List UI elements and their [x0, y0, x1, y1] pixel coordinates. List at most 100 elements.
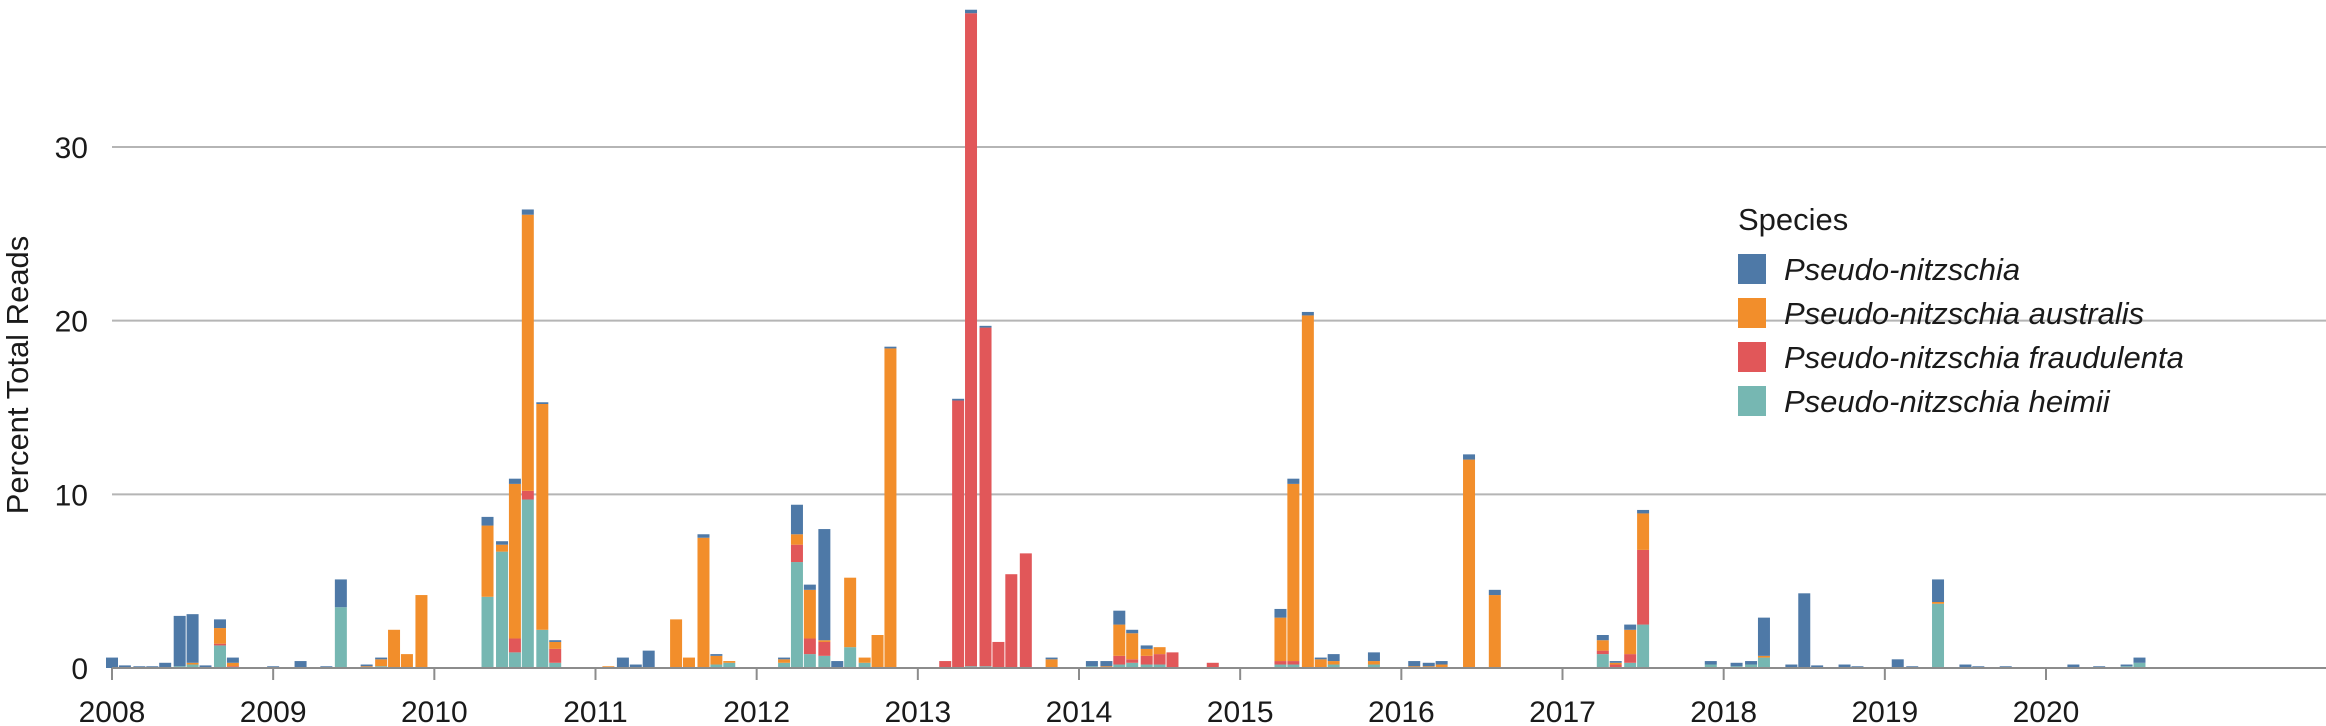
- bar-stack: [992, 641, 1005, 668]
- bar-stack: [778, 657, 791, 668]
- bar-segment-fraudulenta: [790, 544, 803, 563]
- x-tick-label: 2016: [1368, 696, 1435, 726]
- bar-segment-heimii: [1745, 664, 1758, 668]
- bar-segment-australis: [1488, 595, 1501, 668]
- bar-segment-fraudulenta: [1113, 655, 1126, 665]
- bars: [106, 9, 2146, 669]
- x-tick-label: 2014: [1046, 696, 1113, 726]
- bar-segment-pn: [1891, 659, 1904, 668]
- bar-segment-heimii: [1140, 664, 1153, 668]
- bar-segment-pn: [1811, 665, 1824, 668]
- bar-segment-pn: [2067, 664, 2080, 668]
- bar-segment-australis: [1274, 617, 1287, 662]
- bar-segment-australis: [697, 537, 710, 668]
- y-axis-title: Percent Total Reads: [0, 236, 35, 515]
- bar-segment-heimii: [1153, 664, 1166, 668]
- bar-stack: [375, 657, 388, 668]
- legend: Species Pseudo-nitzschiaPseudo-nitzschia…: [1738, 202, 2184, 419]
- x-tick-label: 2015: [1207, 696, 1274, 726]
- bar-stack: [1704, 661, 1717, 668]
- legend-title: Species: [1738, 202, 1848, 237]
- bar-segment-pn: [642, 650, 655, 668]
- bar-segment-australis: [1140, 648, 1153, 656]
- bar-stack: [1274, 608, 1287, 668]
- bar-segment-pn: [1274, 608, 1287, 618]
- bar-segment-pn: [884, 346, 897, 349]
- legend-swatch: [1738, 298, 1766, 328]
- bar-segment-pn: [1785, 664, 1798, 668]
- bar-stack: [952, 398, 965, 668]
- bar-segment-heimii: [1126, 662, 1139, 668]
- bar-stack: [1166, 652, 1179, 668]
- bar-segment-pn: [697, 534, 710, 538]
- bar-segment-heimii: [778, 662, 791, 668]
- bar-segment-australis: [400, 654, 413, 668]
- bar-segment-pn: [2133, 657, 2146, 663]
- bar-stack: [1932, 579, 1945, 668]
- bar-segment-fraudulenta: [1206, 662, 1219, 668]
- bar-segment-australis: [1435, 664, 1448, 668]
- bar-segment-pn: [1730, 662, 1743, 667]
- bar-segment-australis: [1301, 315, 1314, 668]
- bar-segment-heimii: [1327, 664, 1340, 668]
- bar-segment-australis: [226, 662, 239, 667]
- bar-segment-pn: [1704, 661, 1717, 665]
- bar-segment-pn: [979, 325, 992, 328]
- bar-stack: [1488, 589, 1501, 668]
- bar-stack: [979, 325, 992, 668]
- bar-segment-pn: [508, 478, 521, 484]
- bar-stack: [173, 615, 186, 668]
- bar-segment-australis: [375, 659, 388, 667]
- bar-stack: [1891, 659, 1904, 668]
- bar-segment-pn: [1624, 624, 1637, 630]
- bar-segment-fraudulenta: [1153, 654, 1166, 665]
- bar-segment-pn: [549, 640, 562, 642]
- bar-segment-pn: [496, 541, 509, 545]
- bar-stack: [2067, 664, 2080, 668]
- bar-segment-heimii: [1113, 664, 1126, 668]
- x-tick-label: 2011: [563, 696, 628, 726]
- bar-segment-fraudulenta: [803, 638, 816, 655]
- bar-segment-australis: [213, 628, 226, 644]
- bar-stack: [965, 9, 978, 668]
- bar-segment-pn: [1959, 664, 1972, 668]
- bar-segment-australis: [1126, 633, 1139, 660]
- bar-stack: [697, 534, 710, 668]
- bar-segment-heimii: [858, 662, 871, 668]
- bar-segment-pn: [226, 657, 239, 663]
- bar-segment-pn: [1140, 645, 1153, 649]
- bar-segment-pn: [1287, 478, 1300, 484]
- bar-segment-pn: [1637, 509, 1650, 514]
- bar-segment-heimii: [536, 629, 549, 668]
- y-axis: 0 10 20 30: [55, 132, 88, 686]
- bar-stack: [1140, 645, 1153, 668]
- bar-stack: [388, 629, 401, 668]
- bar-segment-pn: [481, 516, 494, 526]
- bar-stack: [1126, 629, 1139, 668]
- bar-stack: [710, 654, 723, 668]
- bar-segment-fraudulenta: [1637, 549, 1650, 625]
- bar-segment-pn: [1045, 657, 1058, 660]
- bar-stack: [496, 541, 509, 668]
- bar-stack: [1785, 664, 1798, 668]
- bar-segment-australis: [670, 619, 683, 668]
- bar-stack: [723, 661, 736, 668]
- bar-segment-pn: [616, 657, 629, 668]
- bar-segment-heimii: [1367, 664, 1380, 668]
- bar-segment-heimii: [803, 654, 816, 668]
- bar-segment-fraudulenta: [1609, 664, 1622, 668]
- bar-stack: [1100, 661, 1113, 668]
- bar-segment-heimii: [1704, 664, 1717, 668]
- bar-segment-australis: [723, 661, 736, 663]
- bar-segment-pn: [1367, 652, 1380, 662]
- bar-stack: [1798, 593, 1811, 668]
- bar-segment-australis: [1609, 662, 1622, 665]
- bar-stack: [549, 640, 562, 668]
- bar-segment-australis: [871, 635, 884, 668]
- bar-segment-heimii: [1287, 664, 1300, 668]
- x-tick-label: 2018: [1690, 696, 1757, 726]
- bar-segment-pn: [1757, 617, 1770, 656]
- bar-segment-heimii: [213, 645, 226, 668]
- bar-stack: [1408, 661, 1421, 668]
